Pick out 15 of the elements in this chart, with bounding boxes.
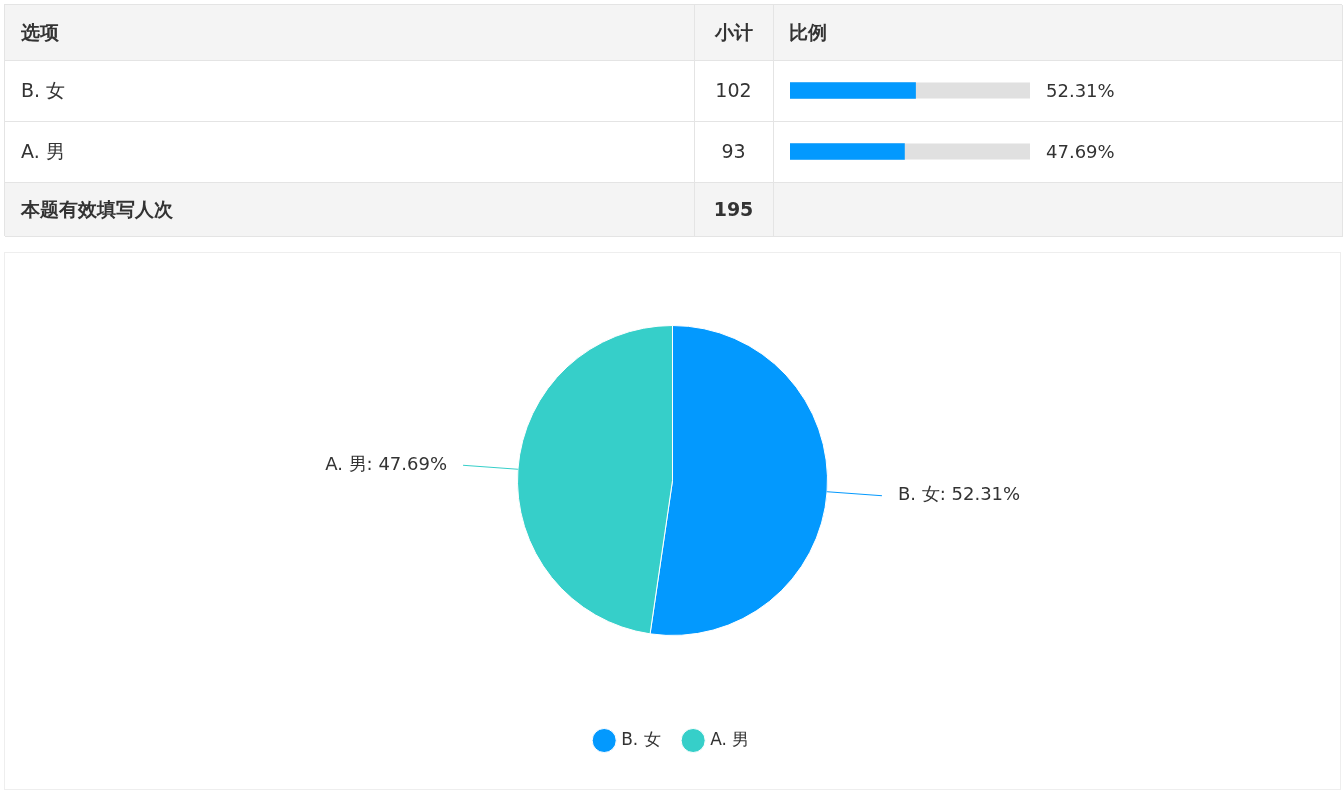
text: 选项 — [5, 5, 695, 61]
data-label: A. 男: 47.69% — [325, 452, 448, 474]
legend-label: A. 男 — [710, 728, 750, 749]
text: 102 — [694, 60, 774, 122]
data-label: 52.31% — [1046, 80, 1115, 102]
data-label: B. 女: 52.31% — [897, 483, 1021, 505]
text: 比例 — [773, 5, 1343, 61]
category-label: A. 男 — [21, 140, 65, 162]
text: 本题有效填写人次 — [5, 182, 695, 237]
category-label: B. 女 — [21, 79, 66, 101]
legend-label: B. 女 — [621, 728, 661, 749]
text: 93 — [694, 121, 774, 183]
data-label: 47.69% — [1046, 141, 1115, 163]
text: 195 — [694, 182, 774, 237]
text: 小计 — [694, 5, 774, 61]
